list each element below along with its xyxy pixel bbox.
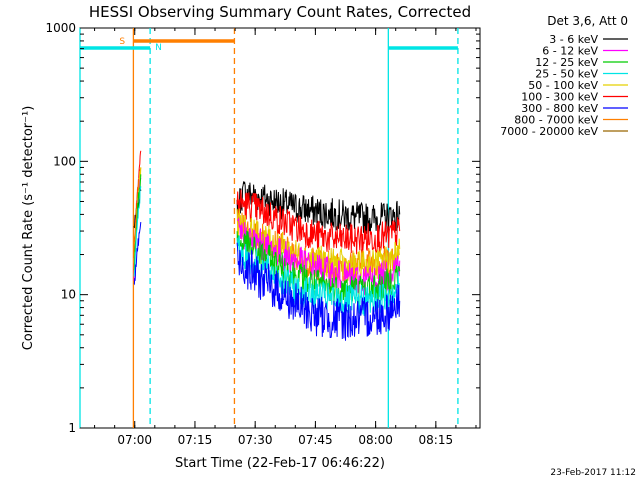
legend-label-5: 100 - 300 keV [521,91,598,104]
series-line-6-seg-0 [133,222,142,286]
series-line-2-seg-1 [236,230,401,305]
legend-label-3: 25 - 50 keV [535,68,598,81]
y-tick-label-1: 10 [61,288,76,302]
chart-title: HESSI Observing Summary Count Rates, Cor… [89,3,471,21]
legend-label-4: 50 - 100 keV [528,79,598,92]
flag-label-0: S [119,37,125,47]
y-tick-label-0: 1 [68,421,76,435]
x-tick-label-5: 08:15 [419,433,454,447]
x-tick-label-4: 08:00 [358,433,393,447]
series-line-2-seg-0 [133,174,142,271]
y-axis-label: Corrected Count Rate (s⁻¹ detector⁻¹) [21,106,36,351]
flag-label-1: N [155,43,162,53]
x-tick-label-1: 07:15 [178,433,213,447]
legend-label-2: 12 - 25 keV [535,56,598,69]
y-tick-label-2: 100 [53,154,76,168]
x-tick-label-3: 07:45 [298,433,333,447]
series-line-4-seg-0 [133,167,142,264]
x-axis-label: Start Time (22-Feb-17 06:46:22) [175,456,385,471]
series-line-3-seg-0 [133,186,142,277]
legend-label-0: 3 - 6 keV [549,33,598,46]
series-line-3-seg-1 [236,235,400,317]
series-line-6-seg-1 [236,242,401,341]
legend-label-6: 300 - 800 keV [521,102,598,115]
legend-label-1: 6 - 12 keV [542,45,598,58]
series-line-0-seg-1 [236,181,401,235]
x-tick-label-0: 07:00 [117,433,152,447]
y-tick-label-3: 1000 [45,21,76,35]
x-tick-label-2: 07:30 [238,433,273,447]
legend-label-7: 800 - 7000 keV [514,114,598,127]
legend-header: Det 3,6, Att 0 [547,14,628,28]
legend-label-8: 7000 - 20000 keV [500,125,598,138]
timestamp: 23-Feb-2017 11:12 [550,468,636,478]
